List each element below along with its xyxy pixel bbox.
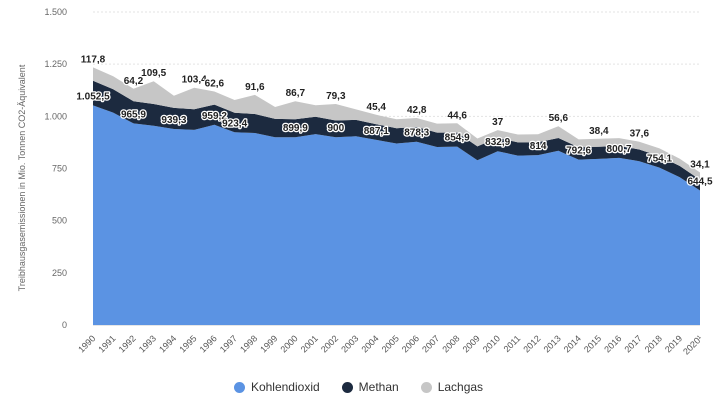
data-label: 754,1 [647,154,672,165]
data-label: 939,3 [161,115,186,126]
legend-item-lachgas[interactable]: Lachgas [420,380,484,394]
legend-swatch-lachgas [420,381,432,393]
y-axis-label: Treibhausgasemissionen in Mio. Tonnen CO… [17,64,27,291]
data-label: 1.052,5 [76,91,110,102]
data-label: 103,4 [182,75,207,86]
x-tick-label: 1996 [198,333,219,354]
data-labels: 117,8 1.052,5 64,2 965,9 109,5 939,3 103,462,6… [75,53,714,189]
area-kohlendioxid[interactable] [93,105,700,326]
y-tick-label: 1.500 [44,7,67,17]
x-tick-label: 2020¹ [681,333,704,356]
data-label: 899,9 [283,123,308,134]
x-tick-label: 2009 [461,333,482,354]
x-tick-label: 2004 [359,333,380,354]
x-tick-label: 1995 [177,333,198,354]
data-label: 117,8 [81,54,106,65]
x-tick-label: 2002 [319,333,340,354]
x-tick-label: 2006 [400,333,421,354]
legend-swatch-kohlendioxid [233,381,245,393]
data-label: 792,6 [566,146,591,157]
legend-swatch-methan [341,381,353,393]
x-tick-label: 1991 [96,333,117,354]
areas [93,67,700,326]
data-label: 79,3 [326,91,346,102]
data-label: 814 [530,141,547,152]
data-label: 644,5 [687,177,712,188]
data-label: 38,4 [589,126,609,137]
y-tick-label: 750 [52,164,67,174]
x-tick-label: 2011 [502,333,523,354]
x-tick-label: 1997 [218,333,239,354]
x-tick-label: 2010 [481,333,502,354]
data-label: 923,4 [222,118,247,129]
data-label: 56,6 [549,113,569,124]
legend: Kohlendioxid Methan Lachgas [0,380,717,394]
data-label: 832,9 [485,137,510,148]
y-tick-label: 0 [62,320,67,330]
legend-label-methan: Methan [358,380,399,394]
x-tick-label: 2018 [643,333,664,354]
x-tick-label: 2005 [380,333,401,354]
x-tick-label: 2014 [562,333,583,354]
legend-item-methan[interactable]: Methan [341,380,399,394]
data-label: 887,1 [364,126,389,137]
legend-label-kohlendioxid: Kohlendioxid [250,380,320,394]
legend-item-kohlendioxid[interactable]: Kohlendioxid [233,380,320,394]
x-tick-label: 1990 [76,333,97,354]
y-tick-label: 500 [52,216,67,226]
x-tick-label: 2016 [602,333,623,354]
x-tick-label: 2001 [299,333,320,354]
data-label: 86,7 [286,88,306,99]
data-label: 42,8 [407,105,427,116]
data-label: 45,4 [367,102,387,113]
x-tick-label: 2015 [582,333,603,354]
data-label: 62,6 [205,79,225,90]
y-tick-label: 250 [52,268,67,278]
x-tick-label: 1992 [117,333,138,354]
x-axis-ticks: 1990199119921993199419951996199719981999… [76,333,704,356]
legend-label-lachgas: Lachgas [437,380,484,394]
data-label: 34,1 [690,160,710,171]
data-label: 965,9 [121,109,146,120]
data-label: 854,9 [445,133,470,144]
x-tick-label: 2007 [420,333,441,354]
x-tick-label: 2019 [663,333,684,354]
data-label: 109,5 [141,68,166,79]
x-tick-label: 2008 [440,333,461,354]
data-label: 37,6 [630,129,650,140]
data-label: 44,6 [447,110,467,121]
x-tick-label: 2000 [279,333,300,354]
x-tick-label: 1999 [258,333,279,354]
x-tick-label: 1994 [157,333,178,354]
x-tick-label: 1998 [238,333,259,354]
y-tick-label: 1.000 [44,111,67,121]
x-tick-label: 2013 [542,333,563,354]
data-label: 91,6 [245,82,265,93]
data-label: 37 [492,117,504,128]
y-axis-ticks: 0 250 500 750 1.000 1.250 1.500 [44,7,67,330]
data-label: 959,2 [202,111,227,122]
x-tick-label: 2017 [622,333,643,354]
area-lachgas[interactable] [93,67,700,180]
area-methan[interactable] [93,80,700,191]
data-label: 800,7 [607,144,632,155]
x-tick-label: 2012 [521,333,542,354]
y-tick-label: 1.250 [44,59,67,69]
data-label: 900 [327,123,344,134]
x-tick-label: 1993 [137,333,158,354]
data-label: 64,2 [124,76,144,87]
x-tick-label: 2003 [339,333,360,354]
data-label: 878,3 [404,128,429,139]
